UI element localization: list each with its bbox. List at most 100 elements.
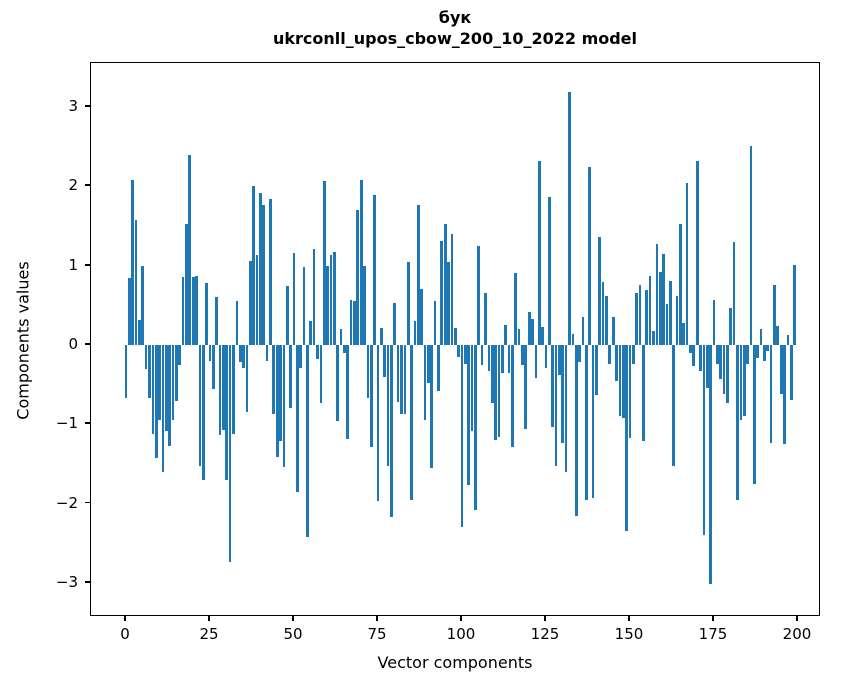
bar-component-12: [164, 345, 168, 431]
bar-component-88: [420, 289, 424, 345]
bar-component-40: [259, 193, 262, 345]
bar-component-126: [548, 196, 551, 345]
bar-component-112: [500, 345, 504, 373]
y-tick-mark-2: [85, 184, 90, 187]
bar-component-166: [682, 322, 686, 345]
bar-component-53: [302, 267, 306, 345]
x-tick-mark-50: [292, 616, 294, 621]
y-tick-label-2: 2: [68, 176, 78, 195]
bar-component-141: [598, 237, 602, 345]
bar-component-13: [168, 345, 172, 446]
bar-component-75: [376, 345, 380, 502]
bar-component-125: [544, 345, 548, 368]
chart-title: бук: [438, 8, 472, 27]
bar-component-164: [675, 295, 679, 345]
bar-component-144: [608, 345, 612, 365]
bar-component-108: [487, 345, 491, 372]
bar-component-190: [763, 345, 766, 361]
bar-component-51: [296, 345, 299, 492]
bar-component-55: [309, 321, 313, 345]
bar-component-82: [400, 345, 403, 415]
bar-component-85: [410, 345, 413, 500]
bar-component-9: [154, 345, 158, 459]
bar-component-99: [457, 345, 460, 357]
bar-component-47: [282, 345, 286, 468]
bar-component-93: [437, 345, 440, 391]
bar-component-39: [255, 255, 259, 345]
bar-component-25: [208, 345, 212, 361]
bar-component-120: [527, 311, 531, 345]
bar-component-89: [423, 345, 427, 420]
y-tick-mark--1: [85, 422, 90, 425]
bar-component-52: [299, 345, 303, 368]
x-axis-label: Vector components: [377, 653, 533, 672]
bar-component-54: [306, 345, 309, 537]
bar-component-2: [131, 179, 135, 345]
y-tick-label--2: −2: [55, 493, 78, 512]
bar-component-10: [158, 345, 161, 421]
bar-component-182: [736, 345, 739, 500]
bar-component-24: [205, 283, 208, 345]
bar-component-65: [343, 345, 346, 353]
bar-component-73: [369, 345, 373, 447]
bar-component-34: [238, 345, 242, 363]
x-tick-label-100: 100: [446, 625, 476, 643]
x-tick-label-0: 0: [120, 625, 130, 643]
bar-component-189: [759, 329, 763, 345]
bar-component-194: [776, 325, 780, 345]
x-tick-mark-25: [208, 616, 210, 621]
bar-component-134: [574, 345, 578, 516]
bar-component-111: [497, 345, 501, 438]
bar-component-131: [564, 345, 568, 472]
bar-component-181: [732, 241, 736, 345]
bar-component-147: [618, 345, 622, 417]
plot-area: [90, 62, 820, 616]
bar-component-1: [128, 277, 131, 345]
bar-component-173: [705, 345, 709, 388]
bar-component-177: [719, 345, 723, 380]
y-tick-label-1: 1: [68, 255, 78, 274]
y-tick-mark-3: [85, 105, 90, 107]
bar-component-171: [699, 345, 702, 372]
bar-component-57: [316, 345, 319, 360]
bar-component-100: [460, 345, 464, 527]
bar-component-117: [517, 329, 521, 345]
bar-component-70: [359, 179, 363, 345]
bar-component-62: [332, 252, 336, 345]
bar-component-132: [568, 91, 571, 345]
bar-component-133: [571, 333, 575, 345]
y-tick-label--1: −1: [55, 414, 78, 433]
chart-subtitle: ukrconll_upos_cbow_200_10_2022 model: [272, 29, 638, 48]
x-tick-label-50: 50: [283, 625, 303, 643]
bar-component-118: [521, 345, 524, 365]
bar-component-196: [783, 345, 786, 445]
bar-component-183: [739, 345, 743, 420]
bar-component-176: [716, 345, 719, 365]
bar-component-150: [628, 345, 632, 438]
bar-component-103: [470, 345, 474, 432]
bar-component-83: [403, 345, 407, 415]
bar-component-197: [786, 334, 790, 345]
bar-component-138: [588, 166, 592, 345]
bar-component-180: [729, 307, 733, 345]
bar-component-154: [642, 345, 645, 441]
bar-component-158: [655, 244, 659, 345]
bar-component-59: [322, 180, 326, 345]
y-tick-label--3: −3: [55, 572, 78, 591]
bar-component-67: [349, 299, 353, 345]
bar-component-178: [722, 345, 726, 395]
bar-component-193: [773, 284, 776, 345]
bar-component-33: [235, 301, 239, 345]
bar-component-105: [477, 245, 481, 345]
bar-component-37: [248, 260, 252, 345]
bar-component-146: [615, 345, 618, 381]
bar-component-187: [752, 345, 756, 484]
bar-component-19: [188, 155, 192, 345]
bar-component-148: [621, 345, 625, 418]
bar-component-41: [262, 205, 266, 345]
bar-component-29: [222, 345, 225, 430]
bar-component-46: [279, 345, 282, 441]
bar-component-135: [578, 345, 581, 363]
x-tick-mark-0: [124, 616, 126, 621]
bar-component-102: [467, 345, 471, 485]
